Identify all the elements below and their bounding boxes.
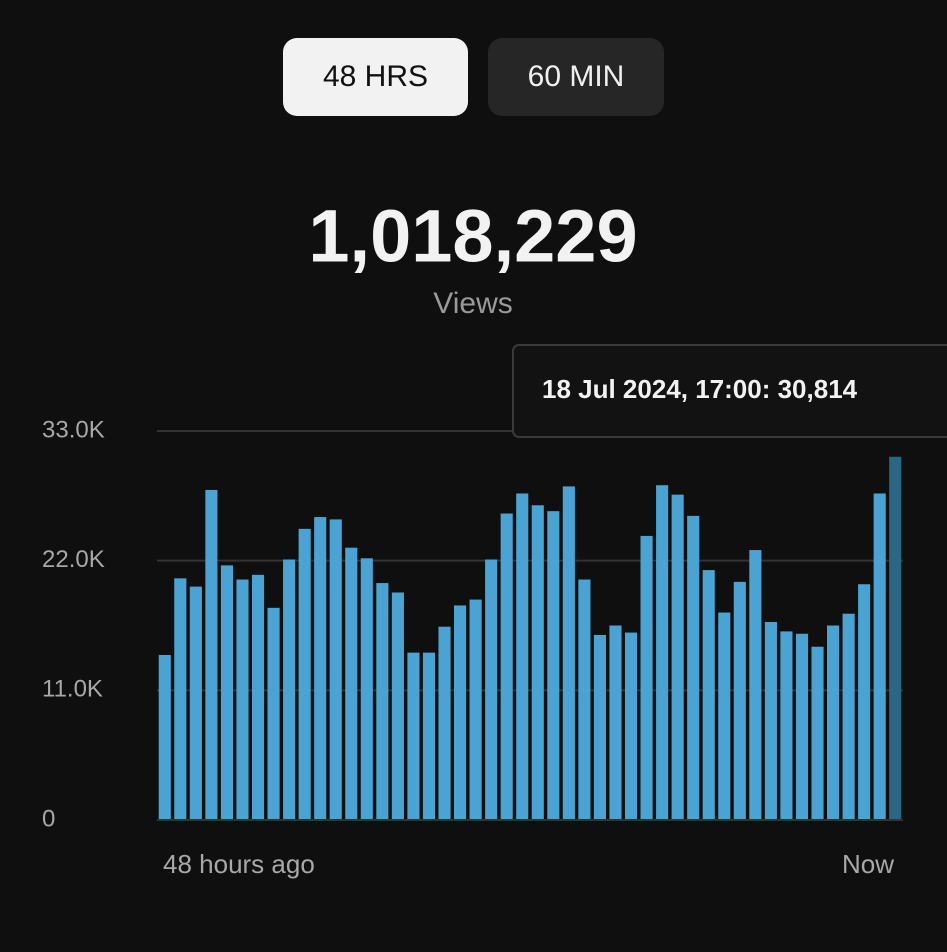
total-views: 1,018,229 xyxy=(308,195,637,278)
bar[interactable] xyxy=(873,493,886,820)
bar[interactable] xyxy=(702,570,715,820)
bar[interactable] xyxy=(578,579,591,820)
bar[interactable] xyxy=(516,493,529,820)
tooltip-text: 18 Jul 2024, 17:00: 30,814 xyxy=(542,374,858,404)
bar[interactable] xyxy=(656,485,669,820)
y-tick-label: 11.0K xyxy=(42,676,103,703)
tab-bar: 48 HRS 60 MIN xyxy=(283,38,664,116)
bar[interactable] xyxy=(547,511,560,820)
tab-label[interactable]: 48 HRS xyxy=(323,60,428,93)
bar[interactable] xyxy=(189,586,202,820)
y-tick-label: 22.0K xyxy=(42,546,105,573)
bar[interactable] xyxy=(267,607,280,820)
bar[interactable] xyxy=(236,579,249,820)
bar[interactable] xyxy=(485,559,498,820)
tab-label[interactable]: 60 MIN xyxy=(528,60,625,93)
bar[interactable] xyxy=(205,489,218,820)
bar[interactable] xyxy=(298,528,311,820)
bar[interactable] xyxy=(376,583,389,820)
bar[interactable] xyxy=(858,584,871,820)
bar[interactable] xyxy=(640,535,653,820)
bar[interactable] xyxy=(842,613,855,820)
bar[interactable] xyxy=(454,605,467,820)
bar[interactable] xyxy=(283,559,296,820)
bar[interactable] xyxy=(174,578,187,820)
bar[interactable] xyxy=(329,519,342,820)
bar[interactable] xyxy=(795,633,809,820)
bar[interactable] xyxy=(345,547,358,820)
bar[interactable] xyxy=(469,599,482,820)
bar[interactable] xyxy=(407,652,420,820)
y-tick-label: 33.0K xyxy=(42,416,105,443)
tab-button[interactable] xyxy=(283,38,468,116)
bar[interactable] xyxy=(593,634,606,820)
bar[interactable] xyxy=(391,592,404,820)
x-end-label: Now xyxy=(842,849,894,879)
bar[interactable] xyxy=(422,652,436,820)
bar[interactable] xyxy=(500,513,513,820)
chart: 0 11.0K 22.0K 33.0K 48 hours ago Now xyxy=(42,416,903,879)
bar[interactable] xyxy=(531,505,544,820)
bar[interactable] xyxy=(562,486,575,820)
bar[interactable] xyxy=(780,631,793,820)
bar[interactable] xyxy=(360,558,373,820)
y-tick-label: 0 xyxy=(42,805,55,832)
bar[interactable] xyxy=(671,494,684,820)
bar[interactable] xyxy=(687,515,700,820)
bar[interactable] xyxy=(889,456,902,820)
bar[interactable] xyxy=(827,625,840,821)
tooltip-box xyxy=(512,344,947,438)
tab-button[interactable] xyxy=(488,38,664,116)
bar[interactable] xyxy=(764,621,777,820)
bar[interactable] xyxy=(251,574,265,820)
bar[interactable] xyxy=(733,581,746,820)
bar[interactable] xyxy=(718,612,731,820)
bar[interactable] xyxy=(609,625,622,821)
total-label: Views xyxy=(433,287,512,320)
bar[interactable] xyxy=(314,517,327,820)
bar[interactable] xyxy=(811,646,824,820)
bar[interactable] xyxy=(624,632,638,820)
bar[interactable] xyxy=(220,565,233,820)
x-start-label: 48 hours ago xyxy=(163,849,315,879)
bar[interactable] xyxy=(438,626,451,820)
bar[interactable] xyxy=(749,550,762,820)
bar[interactable] xyxy=(158,654,171,820)
